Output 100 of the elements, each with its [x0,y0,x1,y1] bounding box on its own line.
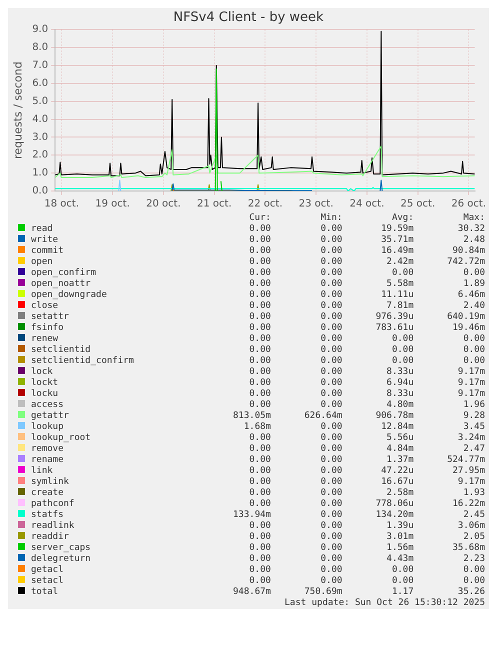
text: 8.33u [386,367,415,378]
text: 16.67u [380,477,415,488]
text: 0.00 [248,367,272,378]
text: 0.00 [320,444,344,455]
legend-label: total [31,587,58,597]
legend-label: open_confirm [31,268,96,278]
text: 0.00 [248,543,272,554]
text: 0.00 [248,532,272,543]
text: 4.43m [386,554,415,565]
text: 35.71m [380,235,415,246]
text: 0.00 [320,268,344,279]
y-tick-label: 3.0 [32,132,48,143]
text: 0.00 [320,345,344,356]
legend-label: open_downgrade [31,290,107,300]
text: 0.00 [248,400,272,411]
text: 0.00 [320,543,344,554]
legend-label: server_caps [31,543,91,553]
legend-label: readlink [31,521,74,531]
text: 0.00 [248,488,272,499]
text: 0.00 [248,499,272,510]
text: 0.00 [320,433,344,444]
text: 640.19m [446,312,486,323]
text: 0.00 [320,323,344,334]
y-tick-label: 6.0 [32,78,48,89]
text: 0.00 [320,257,344,268]
text: 9.17m [456,378,486,389]
text: Cur: [248,213,272,224]
text: 0.00 [248,455,272,466]
text: 0.00 [390,268,415,279]
legend-label: close [31,301,58,311]
text: 0.00 [248,246,272,257]
x-tick-label: 23 oct. [298,198,334,210]
text: 2.05 [462,532,486,543]
text: 0.00 [320,290,344,301]
text: 11.11u [380,290,415,301]
legend-label: open [31,257,53,267]
text: 6.46m [456,290,486,301]
text: 3.24m [456,433,486,444]
text: 0.00 [320,224,344,235]
y-tick-label: 7.0 [32,60,48,72]
text: Last update: Sun Oct 26 15:30:12 2025 [284,598,486,609]
x-tick-label: 25 oct. [400,198,436,210]
text: 0.00 [248,554,272,565]
text: 1.68m [242,422,272,433]
text: 0.00 [248,257,272,268]
legend-label: pathconf [31,499,74,509]
text: 0.00 [248,466,272,477]
legend-label: access [31,400,64,410]
text: 976.39u [374,312,415,323]
legend-label: getattr [31,411,69,421]
text: 0.00 [248,345,272,356]
legend-label: symlink [31,477,69,487]
y-axis-title: requests / second [11,62,24,160]
text: 0.00 [320,378,344,389]
text: 0.00 [320,246,344,257]
text: 4.84m [386,444,415,455]
text: 0.00 [462,576,486,587]
text: 906.78m [374,411,415,422]
text: 3.45 [462,422,486,433]
x-tick-label: 18 oct. [44,198,80,210]
text: 0.00 [320,400,344,411]
legend-label: getacl [31,565,64,575]
legend-label: locku [31,389,58,399]
x-tick-label: 19 oct. [95,198,130,210]
text: 3.06m [456,521,486,532]
text: 1.89 [462,279,486,290]
text: Avg: [390,213,415,224]
text: 4.80m [386,400,415,411]
text: 0.00 [462,268,486,279]
text: 0.00 [248,521,272,532]
text: 0.00 [320,422,344,433]
text: 0.00 [248,301,272,312]
text: 2.23 [462,554,486,565]
text: 5.58m [386,279,415,290]
text: 0.00 [248,565,272,576]
text: 0.00 [248,290,272,301]
text: 0.00 [248,433,272,444]
text: 742.72m [446,257,486,268]
text: 9.17m [456,389,486,400]
text: 1.93 [462,488,486,499]
text: Min: [320,213,344,224]
chart-title: NFSv4 Client - by week [173,10,324,26]
text: 0.00 [248,323,272,334]
text: 0.00 [320,455,344,466]
text: 0.00 [248,477,272,488]
text: 19.59m [380,224,415,235]
y-tick-label: 9.0 [32,24,48,36]
legend-label: lock [31,367,53,377]
text: 0.00 [248,268,272,279]
legend-label: setattr [31,312,69,322]
text: 0.00 [390,334,415,345]
legend-label: readdir [31,532,69,542]
text: 2.42m [386,257,415,268]
legend-label: lockt [31,378,58,388]
legend-label: setclientid [31,345,91,355]
text: 0.00 [320,565,344,576]
legend-label: fsinfo [31,323,64,333]
legend-label: setacl [31,576,64,586]
text: 0.00 [320,301,344,312]
legend-label: remove [31,444,64,454]
